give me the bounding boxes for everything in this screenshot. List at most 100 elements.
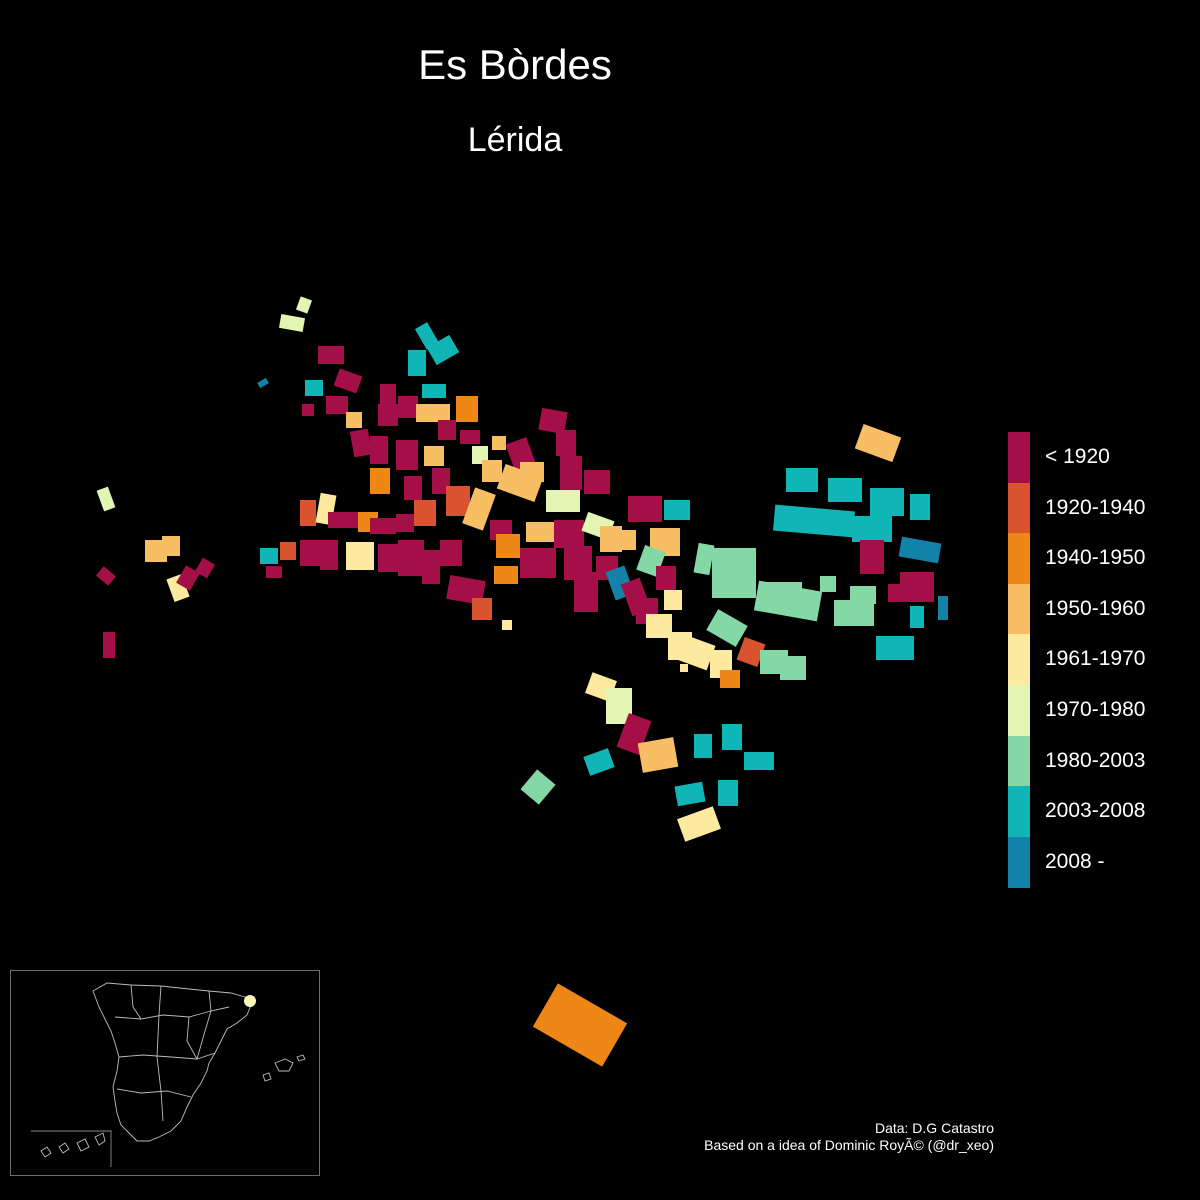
- building-footprint: [556, 430, 576, 456]
- legend-label: 1920-1940: [1045, 495, 1146, 519]
- building-footprint: [532, 983, 628, 1067]
- building-footprint: [693, 542, 715, 576]
- balearic-islands-outline: [274, 1058, 294, 1072]
- building-footprint: [554, 520, 584, 548]
- building-footprint: [422, 384, 446, 398]
- building-footprint: [370, 518, 396, 534]
- data-source-credit: Data: D.G Catastro: [874, 1120, 994, 1136]
- building-footprint: [496, 463, 544, 503]
- building-footprint: [300, 540, 320, 566]
- building-footprint: [438, 420, 456, 440]
- building-footprint: [414, 500, 436, 526]
- building-footprint: [378, 404, 398, 426]
- building-footprint: [295, 296, 313, 314]
- canary-islands-frame: [31, 1130, 112, 1167]
- legend-item: 1940-1950: [1008, 533, 1188, 585]
- building-footprint: [346, 542, 374, 570]
- legend-swatch: [1008, 432, 1030, 483]
- building-footprint: [398, 540, 424, 576]
- building-footprint: [720, 670, 740, 688]
- building-footprint: [762, 582, 802, 602]
- legend-swatch: [1008, 583, 1030, 635]
- building-footprint: [616, 530, 636, 550]
- building-footprint: [398, 396, 418, 418]
- building-footprint: [380, 384, 396, 404]
- legend-item: 1980-2003: [1008, 735, 1188, 787]
- building-footprint: [257, 377, 269, 389]
- building-footprint: [472, 446, 488, 464]
- building-footprint: [370, 436, 388, 464]
- building-footprint: [370, 468, 390, 494]
- legend-item: < 1920: [1008, 432, 1188, 483]
- spain-mainland-outline: [92, 982, 252, 1142]
- building-footprint: [637, 737, 679, 773]
- legend-item: 1950-1960: [1008, 583, 1188, 635]
- building-footprint: [584, 470, 610, 494]
- legend-label: 1961-1970: [1045, 647, 1146, 671]
- building-footprint: [694, 734, 712, 758]
- legend-label: 1950-1960: [1045, 596, 1146, 620]
- building-footprint: [349, 428, 373, 458]
- building-footprint: [706, 609, 748, 647]
- building-footprint: [538, 407, 568, 435]
- building-footprint: [305, 380, 323, 396]
- legend-label: 1980-2003: [1045, 748, 1146, 772]
- building-footprint: [346, 412, 362, 428]
- building-footprint: [328, 512, 358, 528]
- building-footprint: [280, 542, 296, 560]
- building-footprint: [422, 550, 440, 584]
- building-footprint: [680, 664, 688, 672]
- building-footprint: [472, 598, 492, 620]
- building-footprint: [520, 548, 556, 578]
- building-footprint: [574, 572, 598, 612]
- building-footprint: [416, 404, 450, 422]
- spain-locator-inset: [10, 970, 320, 1176]
- building-footprint: [656, 566, 676, 590]
- building-footprint: [834, 600, 874, 626]
- building-footprint: [786, 468, 818, 492]
- building-footprint: [145, 540, 167, 562]
- building-footprint: [664, 500, 690, 520]
- building-footprint: [677, 806, 721, 842]
- location-marker-icon: [244, 995, 256, 1007]
- building-footprint: [492, 436, 506, 450]
- building-footprint: [260, 548, 278, 564]
- building-footprint: [162, 536, 180, 556]
- building-footprint: [773, 504, 855, 538]
- building-footprint: [482, 460, 502, 482]
- building-footprint: [854, 423, 902, 463]
- legend-label: 1940-1950: [1045, 546, 1146, 570]
- building-footprint: [426, 334, 460, 366]
- legend-item: 2008 -: [1008, 836, 1188, 888]
- building-footprint: [378, 544, 400, 572]
- building-footprint: [318, 346, 344, 364]
- building-footprint: [744, 752, 774, 770]
- building-footprint: [266, 566, 282, 578]
- building-footprint: [852, 516, 892, 542]
- building-footprint: [678, 635, 716, 671]
- building-footprint: [414, 322, 440, 350]
- building-footprint: [850, 586, 876, 604]
- building-footprint: [446, 486, 470, 516]
- building-footprint: [278, 314, 306, 332]
- building-footprint: [404, 476, 422, 500]
- map-subtitle: Lérida: [467, 121, 563, 159]
- building-footprint: [664, 590, 682, 610]
- legend-label: 2008 -: [1045, 849, 1105, 873]
- building-footprint: [194, 557, 216, 579]
- legend-item: 1961-1970: [1008, 634, 1188, 686]
- spain-outline-map: [31, 982, 306, 1167]
- building-footprint: [646, 614, 672, 638]
- building-footprint: [424, 446, 444, 466]
- building-footprint: [320, 540, 338, 570]
- building-footprint: [674, 781, 706, 807]
- building-footprint: [876, 636, 914, 660]
- building-footprint: [910, 494, 930, 520]
- building-footprint: [408, 350, 426, 376]
- legend-label: < 1920: [1045, 445, 1110, 468]
- legend-item: 2003-2008: [1008, 786, 1188, 838]
- legend-swatch: [1008, 786, 1030, 838]
- building-footprint: [560, 456, 582, 490]
- building-footprint: [583, 748, 615, 776]
- building-footprint: [302, 404, 314, 416]
